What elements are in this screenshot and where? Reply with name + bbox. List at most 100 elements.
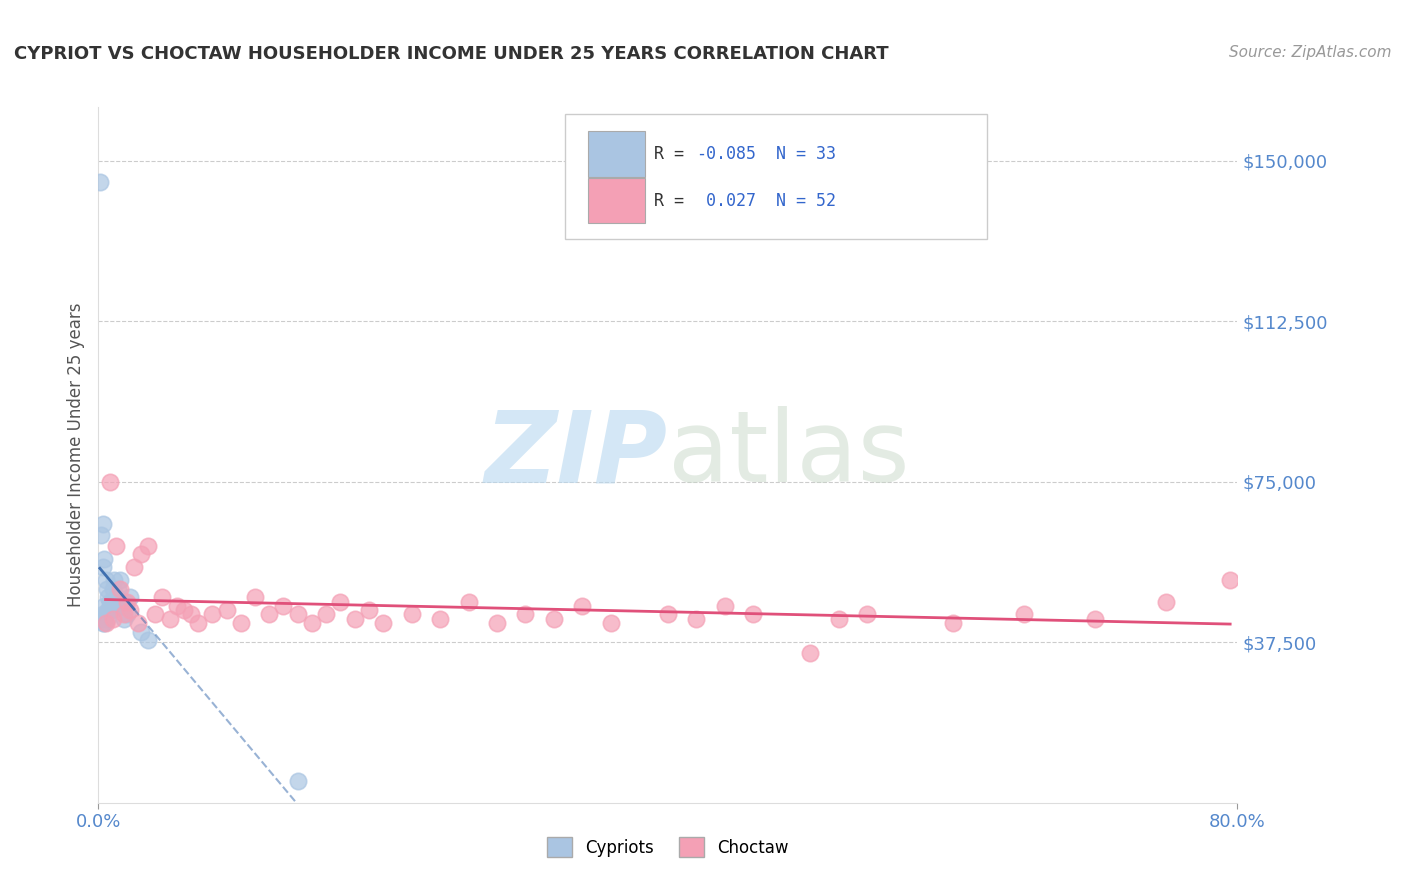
Point xyxy=(287,774,309,789)
Point xyxy=(101,582,124,596)
Point xyxy=(91,615,114,630)
Point xyxy=(373,615,395,630)
Point xyxy=(105,591,128,605)
FancyBboxPatch shape xyxy=(565,114,987,239)
Point xyxy=(215,603,238,617)
Point xyxy=(657,607,679,622)
Text: N = 33: N = 33 xyxy=(776,145,837,163)
Point xyxy=(201,607,224,622)
Text: R =: R = xyxy=(654,192,695,210)
Legend: Cypriots, Choctaw: Cypriots, Choctaw xyxy=(540,830,796,864)
Point xyxy=(1154,594,1177,608)
Point xyxy=(145,607,167,622)
Text: ZIP: ZIP xyxy=(485,407,668,503)
Point xyxy=(259,607,281,622)
Point xyxy=(97,591,120,605)
Point xyxy=(118,591,141,605)
Point xyxy=(301,615,323,630)
Point xyxy=(112,607,135,622)
Point xyxy=(152,591,174,605)
Point xyxy=(112,612,135,626)
Point xyxy=(287,607,309,622)
Point xyxy=(115,607,138,622)
Point xyxy=(571,599,593,613)
Point xyxy=(187,615,209,630)
Text: atlas: atlas xyxy=(668,407,910,503)
Y-axis label: Householder Income Under 25 years: Householder Income Under 25 years xyxy=(66,302,84,607)
Point xyxy=(180,607,202,622)
Point xyxy=(828,612,851,626)
Point xyxy=(1012,607,1035,622)
Point xyxy=(104,594,127,608)
Point xyxy=(1219,573,1241,587)
Text: CYPRIOT VS CHOCTAW HOUSEHOLDER INCOME UNDER 25 YEARS CORRELATION CHART: CYPRIOT VS CHOCTAW HOUSEHOLDER INCOME UN… xyxy=(14,45,889,62)
Point xyxy=(91,607,114,622)
Point xyxy=(329,594,352,608)
Point xyxy=(486,615,509,630)
Point xyxy=(429,612,451,626)
Point xyxy=(1084,612,1107,626)
Point xyxy=(799,646,821,660)
Text: R =: R = xyxy=(654,145,695,163)
FancyBboxPatch shape xyxy=(588,178,645,223)
Point xyxy=(122,560,145,574)
Point xyxy=(856,607,879,622)
Point xyxy=(108,573,131,587)
Point xyxy=(127,615,149,630)
Point xyxy=(159,612,181,626)
Point xyxy=(98,594,121,608)
Point xyxy=(101,612,124,626)
Point xyxy=(111,599,134,613)
Point xyxy=(94,615,117,630)
Point xyxy=(229,615,252,630)
Point xyxy=(315,607,337,622)
Point xyxy=(96,582,118,596)
Point xyxy=(343,612,366,626)
Point xyxy=(93,615,115,630)
Point xyxy=(714,599,737,613)
Point xyxy=(401,607,423,622)
Point xyxy=(118,603,141,617)
FancyBboxPatch shape xyxy=(588,131,645,177)
Point xyxy=(357,603,380,617)
Point xyxy=(94,573,117,587)
Point xyxy=(104,539,127,553)
Point xyxy=(243,591,266,605)
Point xyxy=(100,603,122,617)
Point xyxy=(93,599,115,613)
Point xyxy=(90,612,112,626)
Point xyxy=(273,599,295,613)
Point xyxy=(457,594,479,608)
Point xyxy=(166,599,188,613)
Point xyxy=(543,612,565,626)
Point xyxy=(97,603,120,617)
Point xyxy=(114,594,136,608)
Point xyxy=(89,175,111,189)
Point xyxy=(110,594,132,608)
Point xyxy=(103,573,125,587)
Point xyxy=(108,582,131,596)
Point xyxy=(107,582,129,596)
Point xyxy=(90,528,112,542)
Point xyxy=(91,560,114,574)
Point xyxy=(742,607,765,622)
Text: 0.027: 0.027 xyxy=(696,192,756,210)
Point xyxy=(91,517,114,532)
Point xyxy=(93,551,115,566)
Point xyxy=(115,594,138,608)
Point xyxy=(136,539,159,553)
Point xyxy=(942,615,965,630)
Point xyxy=(129,624,152,639)
Text: N = 52: N = 52 xyxy=(776,192,837,210)
Point xyxy=(515,607,537,622)
Point xyxy=(129,548,152,562)
Point xyxy=(98,475,121,489)
Point xyxy=(136,633,159,648)
Point xyxy=(96,612,118,626)
Point xyxy=(173,603,195,617)
Point xyxy=(94,607,117,622)
Point xyxy=(685,612,707,626)
Text: -0.085: -0.085 xyxy=(696,145,756,163)
Text: Source: ZipAtlas.com: Source: ZipAtlas.com xyxy=(1229,45,1392,60)
Point xyxy=(600,615,623,630)
